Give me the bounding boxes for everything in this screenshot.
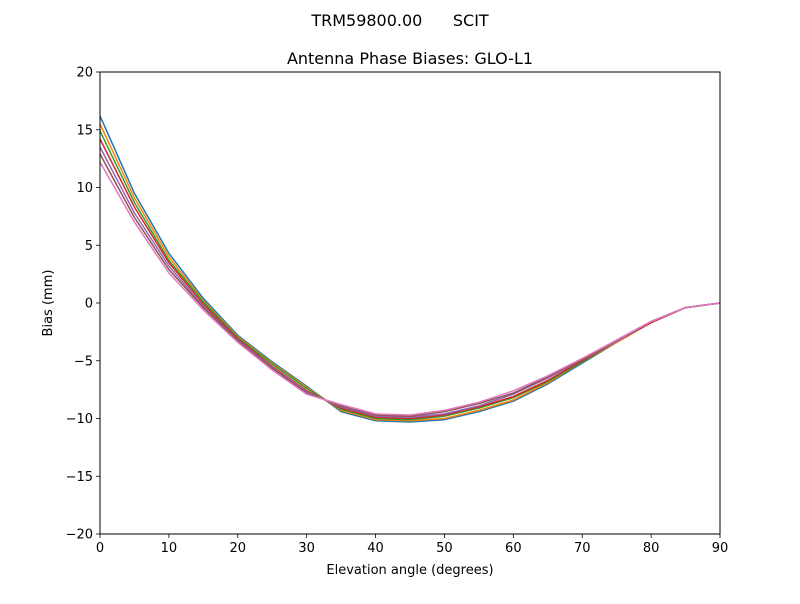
y-tick-label: −20 xyxy=(66,528,93,543)
y-axis-label: Bias (mm) xyxy=(41,270,56,337)
series-line-0 xyxy=(99,115,721,423)
x-axis-label: Elevation angle (degrees) xyxy=(326,563,493,578)
axes-frame xyxy=(99,71,721,535)
y-tick-label: −15 xyxy=(66,470,93,485)
x-tick-label: 50 xyxy=(436,541,453,556)
x-axis-ticks: 0 10 20 30 40 50 60 70 80 90 xyxy=(96,534,728,556)
y-tick-label: −5 xyxy=(74,354,93,369)
x-tick-label: 80 xyxy=(643,541,660,556)
y-tick-label: 10 xyxy=(76,181,93,196)
series-lines xyxy=(99,115,721,423)
series-line-1 xyxy=(99,123,721,422)
y-tick-label: 15 xyxy=(76,123,93,138)
figure-suptitle: TRM59800.00 SCIT xyxy=(310,11,489,30)
series-line-3 xyxy=(99,138,721,420)
x-tick-label: 70 xyxy=(574,541,591,556)
y-axis-ticks: −20 −15 −10 −5 0 5 10 15 20 xyxy=(66,66,100,543)
x-tick-label: 20 xyxy=(230,541,247,556)
y-tick-label: −10 xyxy=(66,412,93,427)
y-tick-label: 5 xyxy=(85,239,93,254)
x-tick-label: 30 xyxy=(298,541,315,556)
x-tick-label: 40 xyxy=(367,541,384,556)
series-line-6 xyxy=(99,161,721,416)
y-tick-label: 20 xyxy=(76,66,93,81)
x-tick-label: 60 xyxy=(505,541,522,556)
x-tick-label: 0 xyxy=(96,541,104,556)
x-tick-label: 10 xyxy=(161,541,178,556)
y-tick-label: 0 xyxy=(85,297,93,312)
chart-title: Antenna Phase Biases: GLO-L1 xyxy=(287,49,533,68)
series-line-4 xyxy=(99,146,721,419)
series-line-2 xyxy=(99,130,721,421)
x-tick-label: 90 xyxy=(712,541,729,556)
